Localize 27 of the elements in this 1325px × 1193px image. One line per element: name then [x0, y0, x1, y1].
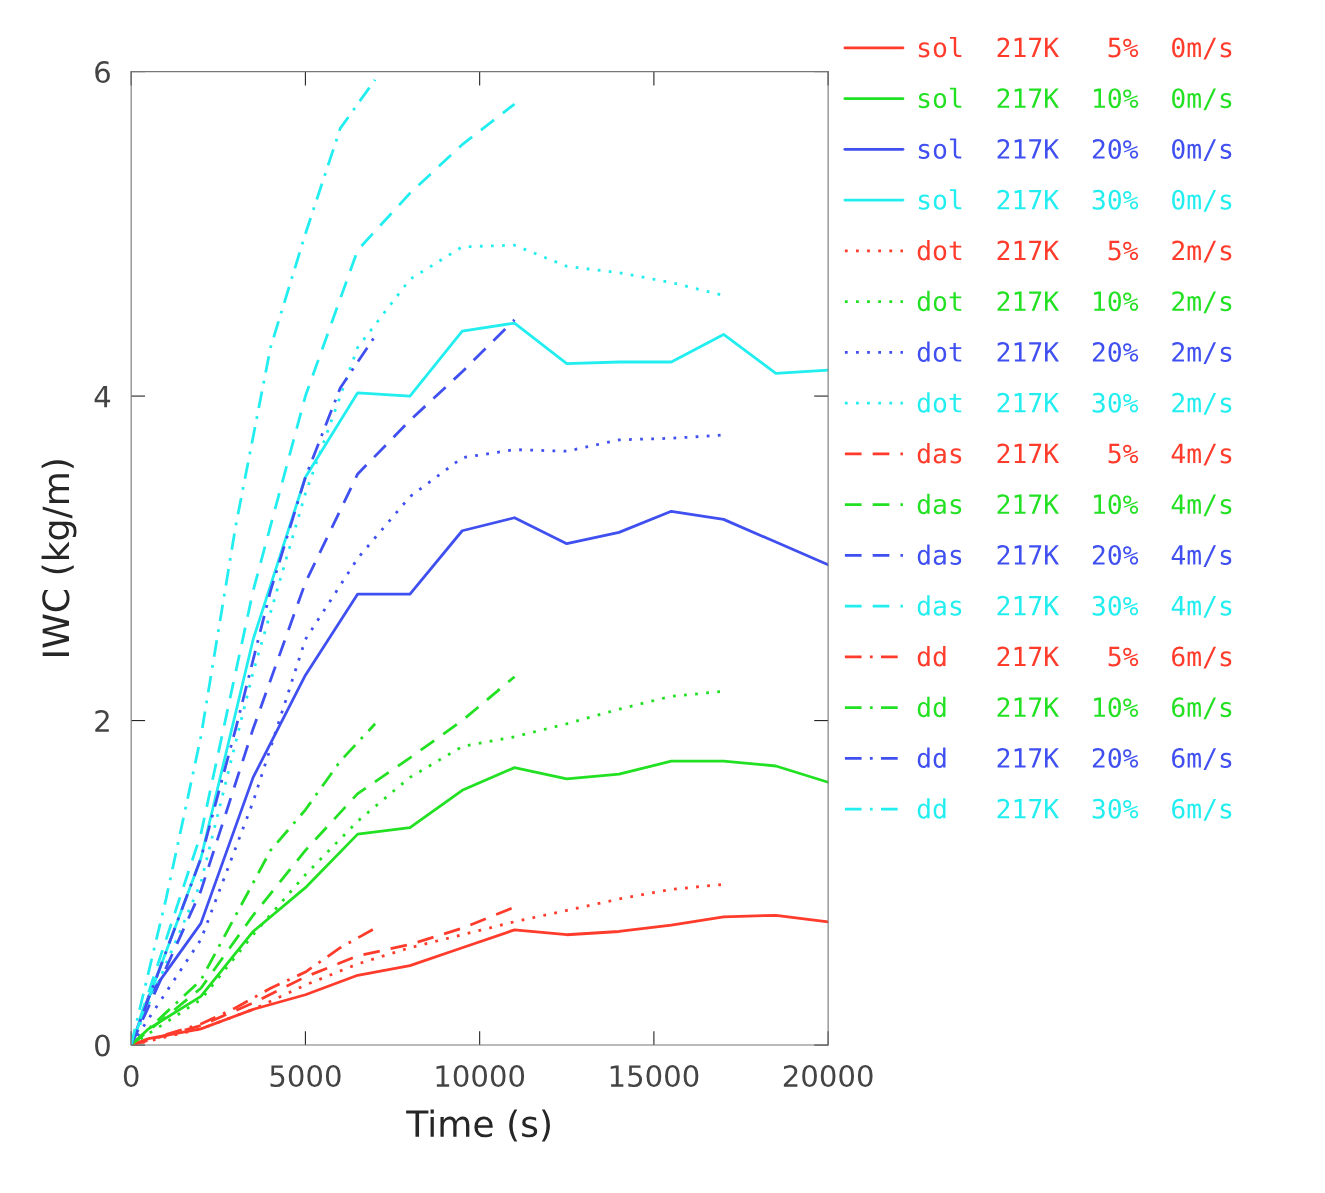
- y-tick-label: 0: [95, 1034, 110, 1057]
- legend-label: sol 217K 30% 0m/s: [918, 189, 1232, 212]
- legend-label: sol 217K 5% 0m/s: [918, 36, 1232, 60]
- legend-label: dot 217K 5% 2m/s: [917, 240, 1232, 263]
- x-tick-label: 20000: [783, 1065, 873, 1088]
- legend-label: dot 217K 10% 2m/s: [917, 290, 1232, 314]
- legend-label: dd 217K 5% 6m/s: [917, 646, 1232, 669]
- legend-label: das 217K 5% 4m/s: [917, 443, 1232, 466]
- y-tick-label: 2: [95, 710, 109, 732]
- x-axis-title: Time (s): [406, 1109, 550, 1142]
- legend-label: dot 217K 20% 2m/s: [917, 341, 1232, 365]
- legend-label: dd 217K 10% 6m/s: [917, 696, 1232, 720]
- legend-label: sol 217K 20% 0m/s: [918, 138, 1232, 162]
- legend-label: das 217K 10% 4m/s: [917, 493, 1232, 517]
- legend-label: dd 217K 30% 6m/s: [917, 798, 1232, 821]
- legend-label: sol 217K 10% 0m/s: [918, 87, 1232, 111]
- x-tick-label: 10000: [436, 1065, 525, 1088]
- legend-label: dd 217K 20% 6m/s: [917, 747, 1232, 771]
- y-tick-label: 4: [94, 385, 111, 408]
- x-tick-label: 5000: [270, 1065, 341, 1088]
- legend-label: dot 217K 30% 2m/s: [917, 392, 1232, 415]
- y-axis-title: IWC (kg/m): [41, 460, 77, 656]
- legend-label: das 217K 20% 4m/s: [917, 544, 1232, 568]
- x-tick-label: 0: [123, 1065, 139, 1088]
- legend-label: das 217K 30% 4m/s: [917, 595, 1232, 618]
- y-tick-label: 6: [95, 61, 110, 84]
- x-tick-label: 15000: [610, 1065, 699, 1088]
